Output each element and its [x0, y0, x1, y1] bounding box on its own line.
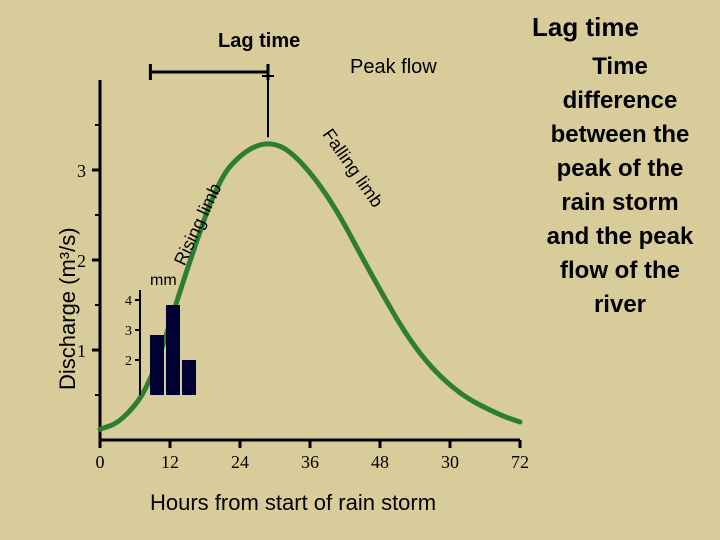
svg-text:3: 3: [125, 324, 132, 339]
svg-text:4: 4: [125, 294, 132, 309]
y-axis-label: Discharge (m³/s): [55, 227, 81, 390]
svg-text:72: 72: [511, 452, 529, 472]
svg-text:36: 36: [301, 452, 319, 472]
peak-flow-label: Peak flow: [350, 56, 437, 79]
x-axis-label: Hours from start of rain storm: [150, 490, 436, 516]
hydrograph-chart: 1230122436483072432: [0, 0, 720, 540]
svg-text:12: 12: [161, 452, 179, 472]
svg-text:24: 24: [231, 452, 249, 472]
svg-text:2: 2: [125, 354, 132, 369]
svg-text:3: 3: [77, 161, 86, 181]
hydrograph-slide: Lag time Lag time Timedifferencebetween …: [0, 0, 720, 540]
svg-text:30: 30: [441, 452, 459, 472]
svg-text:0: 0: [96, 452, 105, 472]
rainfall-axis-label: mm: [150, 272, 177, 290]
svg-text:48: 48: [371, 452, 389, 472]
